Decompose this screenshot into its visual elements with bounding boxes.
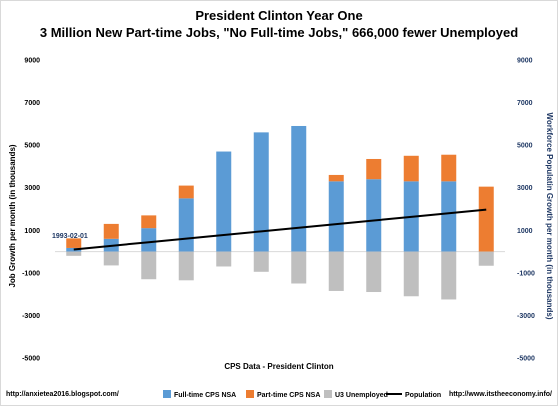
bar-full-time — [66, 247, 82, 252]
bar-part-time — [403, 155, 419, 182]
footer-right-url: http://www.itstheeconomy.info/ — [449, 391, 552, 398]
y-tick-label: 5000 — [24, 143, 40, 150]
footer-left-url: http://anxietea2016.blogspot.com/ — [6, 391, 119, 398]
bar-unemployed — [403, 251, 419, 297]
y-tick-label: 9000 — [24, 58, 40, 65]
legend-swatch-full-time — [163, 390, 171, 398]
bar-part-time — [178, 185, 194, 199]
bar-unemployed — [478, 251, 494, 266]
bar-unemployed — [66, 251, 82, 256]
y-tick-label: 7000 — [24, 100, 40, 107]
right-axis-ticks: 9000 7000 5000 3000 1000 -1000 -3000 -5000 — [517, 58, 535, 363]
bar-unemployed — [328, 251, 344, 291]
y-tick-label: 3000 — [24, 185, 40, 192]
y-axis-label: Job Growth per month (in thousands) — [8, 144, 17, 287]
bar-part-time — [441, 154, 457, 182]
bar-part-time — [328, 174, 344, 182]
bar-unemployed — [366, 251, 382, 293]
x-axis-label: CPS Data - President Clinton — [224, 362, 333, 371]
bar-part-time — [66, 238, 82, 248]
y2-tick-label: -3000 — [517, 313, 535, 320]
population-line-layer — [73, 208, 487, 251]
y-tick-label: 1000 — [24, 228, 40, 235]
bar-part-time — [141, 215, 157, 229]
bar-layer — [66, 125, 494, 300]
legend: Full-time CPS NSA Part-time CPS NSA U3 U… — [163, 390, 441, 399]
bar-full-time — [291, 125, 307, 252]
bar-full-time — [441, 181, 457, 252]
bar-unemployed — [441, 251, 457, 300]
start-date-annotation: 1993-02-01 — [52, 233, 88, 240]
bar-part-time — [366, 158, 382, 180]
y2-tick-label: 5000 — [517, 143, 533, 150]
y-tick-label: -3000 — [22, 313, 40, 320]
legend-label-unemployed: U3 Unemployed — [335, 392, 388, 399]
legend-label-population: Population — [405, 392, 441, 399]
bar-part-time — [478, 186, 494, 252]
left-axis-ticks: 9000 7000 5000 3000 1000 -1000 -3000 -5000 — [22, 58, 40, 363]
y2-tick-label: 9000 — [517, 58, 533, 65]
bar-full-time — [366, 179, 382, 252]
y-tick-label: -5000 — [22, 356, 40, 363]
y-tick-label: -1000 — [22, 270, 40, 277]
bar-unemployed — [103, 251, 119, 266]
y2-tick-label: -1000 — [517, 270, 535, 277]
population-line — [73, 208, 487, 251]
y2-tick-label: 1000 — [517, 228, 533, 235]
chart-subtitle: 3 Million New Part-time Jobs, "No Full-t… — [39, 25, 519, 40]
y2-tick-label: 7000 — [517, 100, 533, 107]
bar-full-time — [253, 132, 269, 252]
bar-unemployed — [291, 251, 307, 284]
bar-unemployed — [216, 251, 232, 267]
bar-full-time — [178, 198, 194, 252]
bar-unemployed — [141, 251, 157, 280]
legend-swatch-unemployed — [324, 390, 332, 398]
legend-label-part-time: Part-time CPS NSA — [257, 392, 320, 399]
y2-axis-label: Workforce Populatin Growth per month (in… — [545, 113, 554, 320]
bar-full-time — [328, 181, 344, 252]
chart-title: President Clinton Year One — [195, 8, 363, 23]
y2-tick-label: -5000 — [517, 356, 535, 363]
legend-label-full-time: Full-time CPS NSA — [174, 392, 236, 399]
bar-full-time — [216, 151, 232, 252]
bar-unemployed — [178, 251, 194, 281]
bar-part-time — [103, 223, 119, 239]
legend-swatch-part-time — [246, 390, 254, 398]
y2-tick-label: 3000 — [517, 185, 533, 192]
bar-full-time — [141, 228, 157, 252]
bar-unemployed — [253, 251, 269, 272]
